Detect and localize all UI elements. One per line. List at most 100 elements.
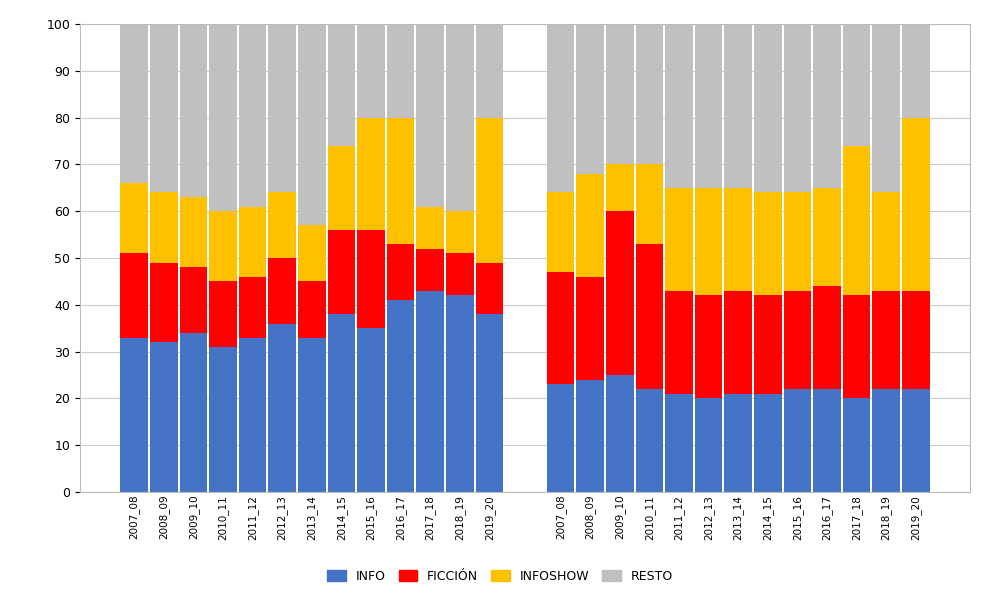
- Bar: [150, 24, 178, 193]
- Bar: [813, 24, 841, 188]
- Bar: [754, 394, 782, 492]
- Bar: [902, 389, 930, 492]
- Bar: [695, 188, 722, 295]
- Bar: [239, 24, 266, 206]
- Bar: [665, 291, 693, 394]
- Bar: [902, 291, 930, 389]
- Bar: [576, 174, 604, 277]
- Bar: [843, 295, 870, 398]
- Bar: [357, 230, 385, 328]
- Bar: [813, 389, 841, 492]
- Bar: [446, 295, 474, 492]
- Bar: [209, 347, 237, 492]
- Bar: [239, 338, 266, 492]
- Bar: [209, 24, 237, 211]
- Bar: [606, 164, 634, 211]
- Bar: [872, 24, 900, 193]
- Bar: [416, 248, 444, 291]
- Bar: [754, 193, 782, 295]
- Bar: [547, 24, 574, 193]
- Bar: [636, 389, 663, 492]
- Bar: [387, 24, 414, 118]
- Bar: [476, 314, 503, 492]
- Bar: [547, 272, 574, 385]
- Bar: [872, 193, 900, 291]
- Bar: [724, 394, 752, 492]
- Bar: [606, 211, 634, 375]
- Legend: INFO, FICCIÓN, INFOSHOW, RESTO: INFO, FICCIÓN, INFOSHOW, RESTO: [322, 565, 678, 588]
- Bar: [180, 268, 207, 333]
- Bar: [357, 118, 385, 230]
- Bar: [636, 244, 663, 389]
- Bar: [446, 24, 474, 211]
- Bar: [695, 295, 722, 398]
- Bar: [268, 323, 296, 492]
- Bar: [902, 24, 930, 118]
- Bar: [754, 24, 782, 193]
- Bar: [268, 193, 296, 258]
- Bar: [665, 188, 693, 291]
- Bar: [606, 375, 634, 492]
- Bar: [268, 258, 296, 323]
- Bar: [209, 281, 237, 347]
- Bar: [268, 24, 296, 193]
- Bar: [754, 295, 782, 394]
- Bar: [813, 286, 841, 389]
- Bar: [150, 263, 178, 342]
- Bar: [120, 338, 148, 492]
- Bar: [724, 24, 752, 188]
- Bar: [636, 164, 663, 244]
- Bar: [150, 193, 178, 263]
- Bar: [784, 291, 811, 389]
- Bar: [784, 389, 811, 492]
- Bar: [298, 24, 326, 225]
- Bar: [636, 24, 663, 164]
- Bar: [476, 118, 503, 263]
- Bar: [328, 146, 355, 230]
- Bar: [180, 24, 207, 197]
- Bar: [120, 253, 148, 338]
- Bar: [387, 118, 414, 244]
- Bar: [576, 277, 604, 380]
- Bar: [298, 338, 326, 492]
- Bar: [416, 291, 444, 492]
- Bar: [872, 389, 900, 492]
- Bar: [387, 244, 414, 300]
- Bar: [328, 230, 355, 314]
- Bar: [120, 183, 148, 253]
- Bar: [547, 385, 574, 492]
- Bar: [209, 211, 237, 281]
- Bar: [784, 193, 811, 291]
- Bar: [328, 314, 355, 492]
- Bar: [446, 211, 474, 253]
- Bar: [180, 197, 207, 268]
- Bar: [416, 206, 444, 248]
- Bar: [872, 291, 900, 389]
- Bar: [724, 291, 752, 394]
- Bar: [843, 146, 870, 295]
- Bar: [665, 24, 693, 188]
- Bar: [576, 24, 604, 174]
- Bar: [843, 398, 870, 492]
- Bar: [476, 24, 503, 118]
- Bar: [606, 24, 634, 164]
- Bar: [476, 263, 503, 314]
- Bar: [328, 24, 355, 146]
- Bar: [576, 380, 604, 492]
- Bar: [695, 398, 722, 492]
- Bar: [150, 342, 178, 492]
- Bar: [239, 206, 266, 277]
- Bar: [298, 281, 326, 338]
- Bar: [784, 24, 811, 193]
- Bar: [180, 333, 207, 492]
- Bar: [724, 188, 752, 291]
- Bar: [416, 24, 444, 206]
- Bar: [665, 394, 693, 492]
- Bar: [387, 300, 414, 492]
- Bar: [813, 188, 841, 286]
- Bar: [446, 253, 474, 295]
- Bar: [843, 24, 870, 146]
- Bar: [357, 24, 385, 118]
- Bar: [357, 328, 385, 492]
- Bar: [120, 24, 148, 183]
